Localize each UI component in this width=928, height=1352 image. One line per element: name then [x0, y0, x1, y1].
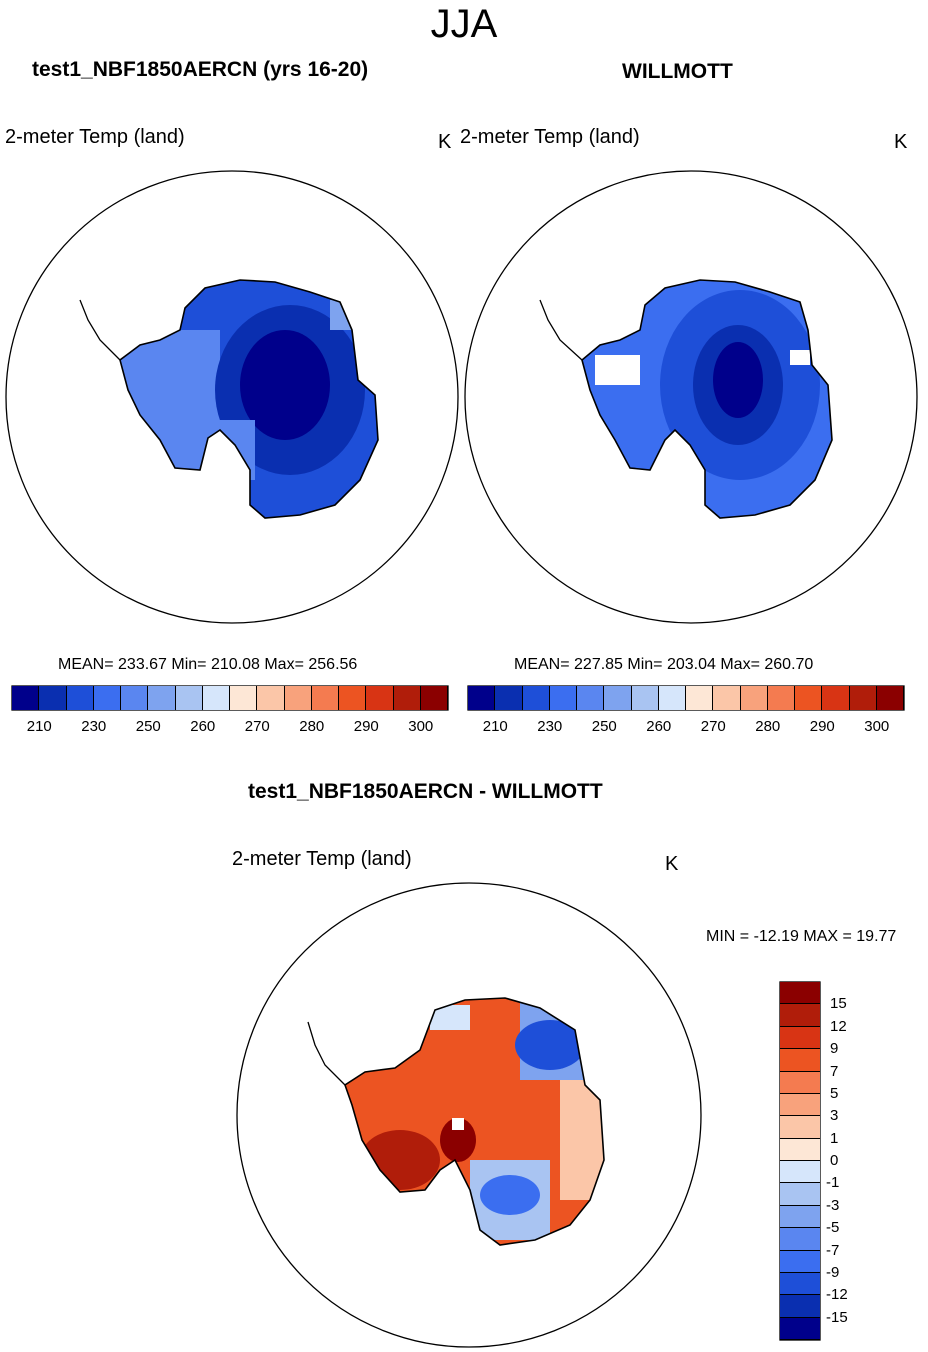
- colorbar-1-swatch: [311, 686, 339, 710]
- colorbar-2-swatch: [686, 686, 714, 710]
- colorbar-2-swatch: [713, 686, 741, 710]
- colorbar-2-tick-label: 300: [864, 718, 890, 735]
- colorbar-diff-swatch: [780, 1093, 820, 1117]
- colorbar-2-swatch: [604, 686, 632, 710]
- colorbar-1-swatch: [39, 686, 67, 710]
- colorbar-diff-tick-label: 5: [830, 1084, 839, 1102]
- colorbar-diff-tick-label: 15: [830, 995, 847, 1013]
- colorbar-1-swatch: [121, 686, 149, 710]
- colorbar-diff-swatch: [780, 1049, 820, 1072]
- colorbar-1-swatch: [420, 686, 448, 710]
- colorbar-2-swatch: [577, 686, 605, 710]
- colorbar-2-swatch: [468, 686, 496, 710]
- colorbar-1-tick-label: 300: [408, 718, 434, 735]
- colorbar-1-swatch: [148, 686, 176, 710]
- map-difference: [236, 882, 702, 1348]
- colorbar-diff-swatch: [780, 1026, 820, 1050]
- colorbar-diff-tick-label: -12: [826, 1286, 848, 1304]
- colorbar-diff-swatch: [780, 982, 820, 1005]
- colorbar-1-swatch: [366, 686, 394, 710]
- colorbar-2-swatch: [658, 686, 686, 710]
- colorbar-2-swatch: [822, 686, 850, 710]
- colorbar-diff-tick-label: -1: [826, 1174, 840, 1192]
- panel-1-stats: MEAN= 233.67 Min= 210.08 Max= 256.56: [58, 656, 358, 673]
- panel-2-stats: MEAN= 227.85 Min= 203.04 Max= 260.70: [514, 656, 814, 673]
- colorbar-diff-tick-label: 3: [830, 1107, 839, 1125]
- colorbar-2-swatch: [876, 686, 904, 710]
- colorbar-diff-tick-label: 1: [830, 1129, 839, 1147]
- colorbar-1-swatch: [339, 686, 367, 710]
- colorbar-2-tick-label: 280: [755, 718, 781, 735]
- map-panel-1: [5, 170, 459, 624]
- colorbar-1-tick-label: 290: [353, 718, 379, 735]
- colorbar-diff-tick-label: -9: [826, 1263, 840, 1281]
- colorbar-diff-tick-label: 9: [830, 1040, 839, 1058]
- panel-2-variable-label: 2-meter Temp (land): [460, 126, 640, 148]
- colorbar-diff-tick-label: 12: [830, 1017, 847, 1035]
- colorbar-2-swatch: [849, 686, 877, 710]
- colorbar-1-tick-label: 250: [135, 718, 161, 735]
- colorbar-diff-swatch: [780, 1250, 820, 1273]
- colorbar-1-tick-label: 230: [81, 718, 107, 735]
- colorbar-2-tick-label: 210: [482, 718, 508, 735]
- colorbar-2-swatch: [767, 686, 795, 710]
- colorbar-diff-tick-label: 0: [830, 1152, 839, 1169]
- colorbar-1-tick-label: 280: [299, 718, 325, 735]
- panel-2-units: K: [894, 131, 908, 153]
- diff-minmax: MIN = -12.19 MAX = 19.77: [706, 928, 897, 945]
- colorbar-2-swatch: [631, 686, 659, 710]
- colorbar-1-swatch: [175, 686, 203, 710]
- colorbar-2-tick-label: 260: [646, 718, 672, 735]
- map-panel-2: [464, 170, 918, 624]
- colorbar-1-tick-label: 270: [244, 718, 270, 735]
- colorbar-diff-swatch: [780, 1116, 820, 1139]
- panel-1-title: test1_NBF1850AERCN (yrs 16-20): [32, 58, 369, 81]
- panel-1-units: K: [438, 131, 452, 153]
- colorbar-1-swatch: [12, 686, 40, 710]
- colorbar-2-swatch: [549, 686, 577, 710]
- diff-units: K: [665, 853, 679, 875]
- diff-title: test1_NBF1850AERCN - WILLMOTT: [248, 780, 603, 803]
- colorbar-diff-swatch: [780, 1138, 820, 1161]
- colorbar-2-swatch: [495, 686, 523, 710]
- colorbar-diff-tick-label: 7: [830, 1062, 839, 1080]
- colorbar-diff-swatch: [780, 1183, 820, 1206]
- colorbar-1-swatch: [93, 686, 121, 710]
- colorbar-diff-swatch: [780, 1205, 820, 1229]
- colorbar-diff-swatch: [780, 1071, 820, 1094]
- colorbar-2-swatch: [740, 686, 768, 710]
- colorbar-1-swatch: [284, 686, 312, 710]
- colorbar-2-swatch: [522, 686, 550, 710]
- colorbar-2-swatch: [795, 686, 823, 710]
- colorbar-2-tick-label: 290: [809, 718, 835, 735]
- colorbar-diff-swatch: [780, 1004, 820, 1027]
- colorbar-diff-tick-label: -5: [826, 1219, 840, 1237]
- colorbar-diff-tick-label: -3: [826, 1196, 840, 1214]
- colorbar-diff-swatch: [780, 1228, 820, 1251]
- colorbar-2-tick-label: 270: [700, 718, 726, 735]
- panel-1-variable-label: 2-meter Temp (land): [5, 126, 185, 148]
- colorbar-diff-swatch: [780, 1161, 820, 1184]
- season-title: JJA: [430, 2, 498, 46]
- colorbar-1-tick-label: 210: [26, 718, 52, 735]
- colorbar-1-swatch: [66, 686, 94, 710]
- colorbar-1-swatch: [230, 686, 258, 710]
- colorbar-diff-swatch: [780, 1295, 820, 1318]
- colorbar-1-swatch: [202, 686, 230, 710]
- colorbar-2-tick-label: 250: [591, 718, 617, 735]
- colorbar-1-tick-label: 260: [190, 718, 216, 735]
- panel-2-title: WILLMOTT: [622, 60, 733, 83]
- colorbar-diff-tick-label: -15: [826, 1308, 848, 1326]
- diff-variable-label: 2-meter Temp (land): [232, 848, 412, 870]
- colorbar-diff-swatch: [780, 1317, 820, 1340]
- colorbar-2-tick-label: 230: [537, 718, 563, 735]
- colorbar-diff-swatch: [780, 1272, 820, 1296]
- colorbar-diff-tick-label: -7: [826, 1241, 840, 1259]
- colorbar-1-swatch: [257, 686, 285, 710]
- colorbar-1-swatch: [393, 686, 421, 710]
